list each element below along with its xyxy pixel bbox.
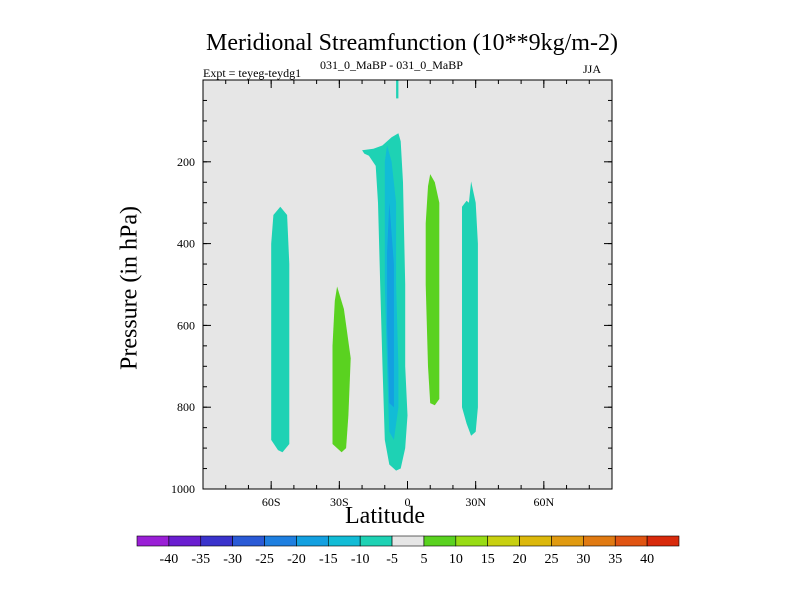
colorbar-swatch [296,535,329,547]
colorbar-swatch [614,535,648,547]
colorbar-swatch [487,535,520,547]
colorbar-swatch [551,535,584,547]
colorbar-swatch [264,535,297,547]
sh-subtropical-cell [332,286,351,453]
colorbar-swatch [583,535,616,547]
colorbar-swatch [359,535,393,547]
colorbar-swatch [327,535,361,547]
plot-area [203,80,612,489]
colorbar-label: 20 [513,552,527,567]
colorbar-label: 40 [640,552,654,567]
colorbar-swatch [423,535,457,547]
sh-mid-cell [271,206,290,453]
stratosphere-streak [396,80,399,99]
y-tick-label: 1000 [171,482,195,496]
colorbar-label: -25 [255,552,274,567]
y-tick-label: 600 [177,318,195,332]
experiment-label: Expt = teyeg-teydg1 [203,66,302,80]
colorbar-swatch [519,535,552,547]
x-tick-label: 30N [465,495,486,509]
colorbar-label: 25 [544,552,558,567]
colorbar-label: -35 [191,552,210,567]
nh-subtropical-cell [462,181,478,436]
colorbar-swatch [136,535,170,547]
plot-frame [202,79,613,490]
x-tick-label: 30S [330,495,349,509]
colorbar-swatch [455,535,489,547]
nh-tropical-cell [425,174,440,406]
colorbar-swatch [391,535,425,547]
x-tick-label: 60N [533,495,554,509]
colorbar-label: 10 [449,552,463,567]
y-tick-label: 400 [177,237,195,251]
y-tick-label: 800 [177,400,195,414]
colorbar-label: -5 [386,552,398,567]
colorbar-label: -40 [160,552,179,567]
colorbar-label: 30 [576,552,590,567]
colorbar-label: -30 [223,552,242,567]
chart-title: Meridional Streamfunction (10**9kg/m-2) [206,30,618,56]
y-tick-label: 200 [177,155,195,169]
colorbar-swatch [646,535,680,547]
season-label: JJA [583,62,602,76]
hadley-cell-max [387,202,394,408]
colorbar-label: -20 [287,552,306,567]
colorbar-label: -15 [319,552,338,567]
colorbar-label: 15 [481,552,495,567]
case-label: 031_0_MaBP - 031_0_MaBP [320,58,463,72]
colorbar-label: -10 [351,552,370,567]
colorbar-label: 5 [420,552,427,567]
x-tick-label: 0 [405,495,411,509]
x-tick-label: 60S [262,495,281,509]
colorbar-swatch [200,535,233,547]
colorbar-label: 35 [608,552,622,567]
x-axis-label: Latitude [345,503,425,529]
colorbar-swatch [232,535,265,547]
colorbar-swatch [168,535,202,547]
